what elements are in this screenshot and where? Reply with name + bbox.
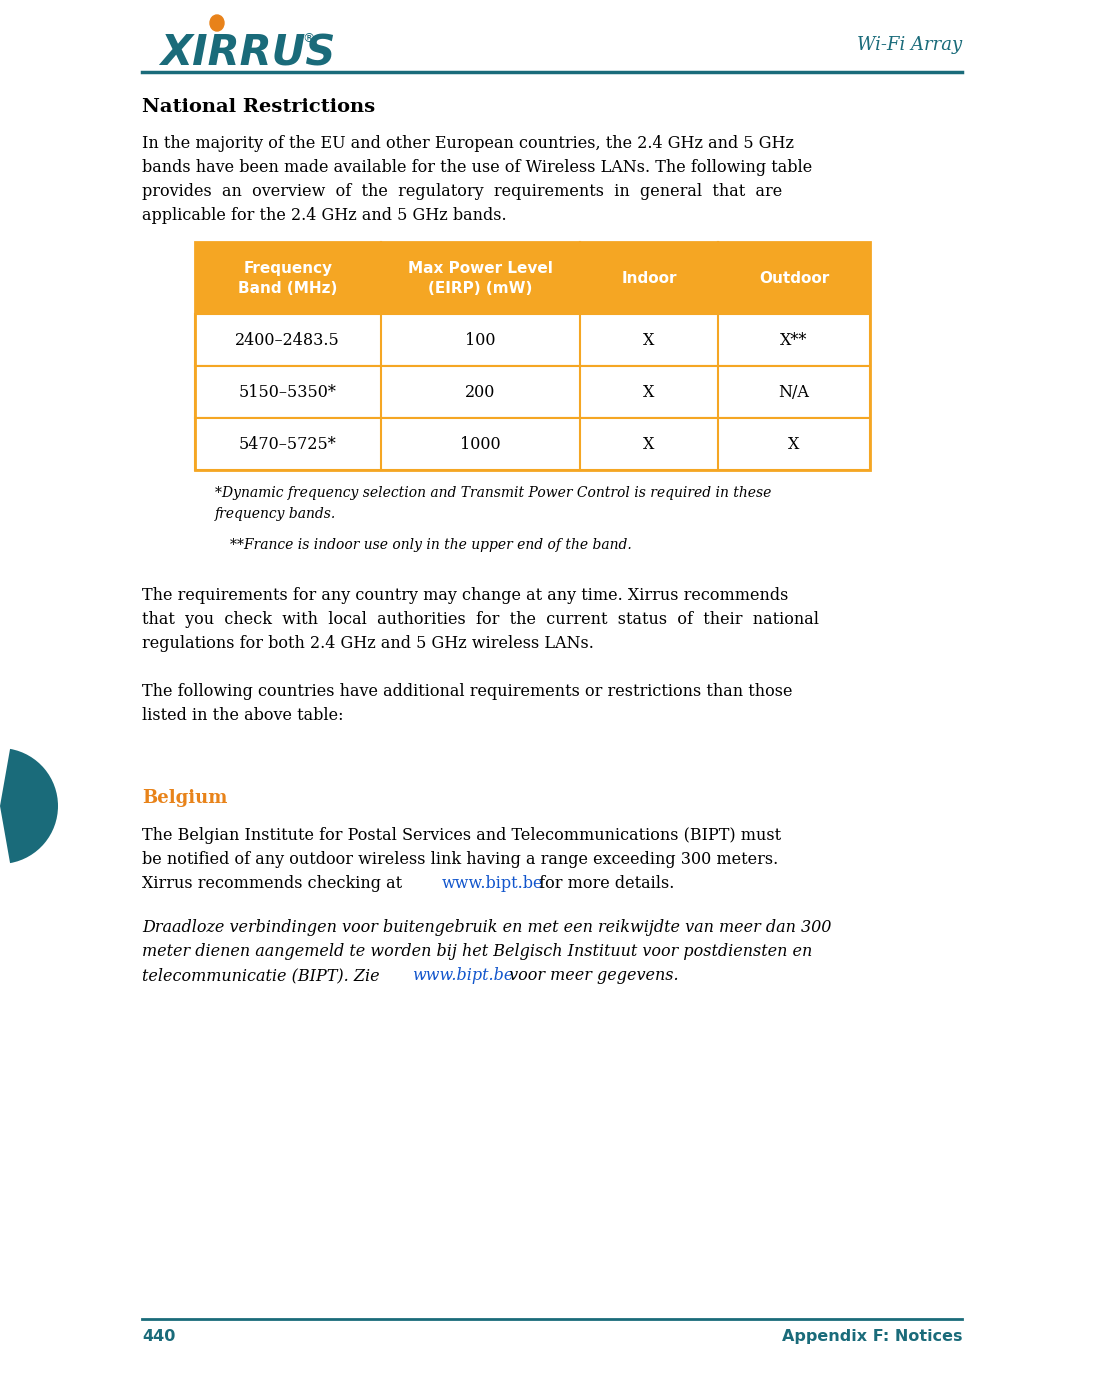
Text: ®: ®: [302, 32, 314, 46]
Bar: [195, 418, 870, 470]
Text: Draadloze verbindingen voor buitengebruik en met een reikwijdte van meer dan 300: Draadloze verbindingen voor buitengebrui…: [142, 918, 831, 936]
Text: that  you  check  with  local  authorities  for  the  current  status  of  their: that you check with local authorities fo…: [142, 610, 819, 628]
Text: X: X: [643, 384, 654, 400]
Text: 1000: 1000: [459, 435, 500, 453]
Text: N/A: N/A: [779, 384, 810, 400]
Text: X: X: [643, 331, 654, 348]
Text: X: X: [643, 435, 654, 453]
Text: Wi-Fi Array: Wi-Fi Array: [857, 36, 962, 54]
Wedge shape: [0, 749, 58, 863]
Text: The following countries have additional requirements or restrictions than those: The following countries have additional …: [142, 684, 792, 700]
Text: National Restrictions: National Restrictions: [142, 98, 375, 116]
Text: XIRRUS: XIRRUS: [160, 32, 336, 75]
Bar: [195, 242, 870, 313]
Text: voor meer gegevens.: voor meer gegevens.: [504, 967, 678, 985]
Text: Frequency: Frequency: [243, 261, 333, 275]
Text: meter dienen aangemeld te worden bij het Belgisch Instituut voor postdiensten en: meter dienen aangemeld te worden bij het…: [142, 943, 812, 960]
Text: 200: 200: [465, 384, 496, 400]
Text: www.bipt.be: www.bipt.be: [442, 876, 544, 892]
Ellipse shape: [210, 15, 224, 30]
Bar: [195, 313, 870, 366]
Text: listed in the above table:: listed in the above table:: [142, 707, 344, 724]
Text: Max Power Level: Max Power Level: [408, 261, 552, 275]
Text: 5150–5350*: 5150–5350*: [238, 384, 337, 400]
Text: Belgium: Belgium: [142, 789, 228, 807]
Bar: [195, 242, 870, 470]
Text: X: X: [789, 435, 800, 453]
Text: In the majority of the EU and other European countries, the 2.4 GHz and 5 GHz: In the majority of the EU and other Euro…: [142, 135, 794, 152]
Text: for more details.: for more details.: [534, 876, 674, 892]
Text: www.bipt.be: www.bipt.be: [412, 967, 513, 985]
Text: frequency bands.: frequency bands.: [216, 507, 336, 521]
Text: The requirements for any country may change at any time. Xirrus recommends: The requirements for any country may cha…: [142, 587, 789, 603]
Text: bands have been made available for the use of Wireless LANs. The following table: bands have been made available for the u…: [142, 159, 812, 175]
Text: X**: X**: [780, 331, 807, 348]
Text: **France is indoor use only in the upper end of the band.: **France is indoor use only in the upper…: [230, 539, 631, 552]
Text: 2400–2483.5: 2400–2483.5: [235, 331, 340, 348]
Text: Indoor: Indoor: [621, 271, 677, 286]
Text: *Dynamic frequency selection and Transmit Power Control is required in these: *Dynamic frequency selection and Transmi…: [216, 486, 771, 500]
Text: Band (MHz): Band (MHz): [238, 280, 338, 296]
Text: provides  an  overview  of  the  regulatory  requirements  in  general  that  ar: provides an overview of the regulatory r…: [142, 184, 782, 200]
Text: telecommunicatie (BIPT). Zie: telecommunicatie (BIPT). Zie: [142, 967, 385, 985]
Text: 100: 100: [465, 331, 496, 348]
Text: applicable for the 2.4 GHz and 5 GHz bands.: applicable for the 2.4 GHz and 5 GHz ban…: [142, 207, 507, 224]
Text: be notified of any outdoor wireless link having a range exceeding 300 meters.: be notified of any outdoor wireless link…: [142, 851, 778, 869]
Text: (EIRP) (mW): (EIRP) (mW): [428, 280, 533, 296]
Text: The Belgian Institute for Postal Services and Telecommunications (BIPT) must: The Belgian Institute for Postal Service…: [142, 827, 781, 844]
Text: regulations for both 2.4 GHz and 5 GHz wireless LANs.: regulations for both 2.4 GHz and 5 GHz w…: [142, 635, 594, 652]
Text: 5470–5725*: 5470–5725*: [238, 435, 337, 453]
Text: Appendix F: Notices: Appendix F: Notices: [781, 1329, 962, 1344]
Text: Xirrus recommends checking at: Xirrus recommends checking at: [142, 876, 407, 892]
Bar: [195, 366, 870, 418]
Text: 440: 440: [142, 1329, 175, 1344]
Text: Outdoor: Outdoor: [759, 271, 829, 286]
